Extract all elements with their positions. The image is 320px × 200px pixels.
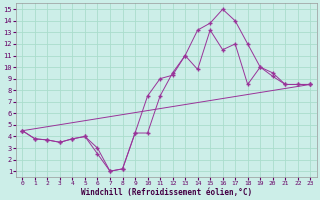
X-axis label: Windchill (Refroidissement éolien,°C): Windchill (Refroidissement éolien,°C): [81, 188, 252, 197]
